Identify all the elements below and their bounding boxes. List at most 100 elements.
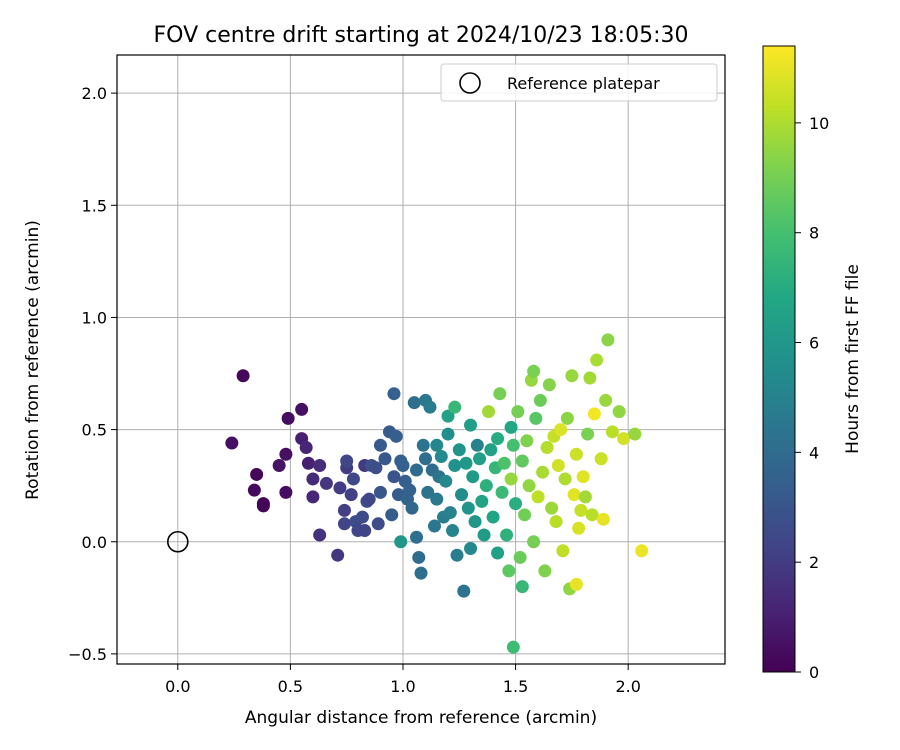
data-point-92 xyxy=(482,405,496,419)
data-point-131 xyxy=(558,472,572,486)
plot-frame xyxy=(116,54,726,665)
data-point-121 xyxy=(536,465,550,479)
data-point-94 xyxy=(486,510,500,524)
data-point-86 xyxy=(468,515,482,529)
data-point-33 xyxy=(362,492,376,506)
data-point-51 xyxy=(403,483,417,497)
data-point-36 xyxy=(371,517,385,531)
data-point-103 xyxy=(504,420,518,434)
data-point-136 xyxy=(569,447,583,461)
data-point-14 xyxy=(306,472,320,486)
data-point-19 xyxy=(331,548,345,562)
data-point-60 xyxy=(419,452,433,466)
y-tick-label-0: −0.5 xyxy=(68,645,107,664)
data-point-155 xyxy=(635,544,649,558)
colorbar-tick-label-4: 8 xyxy=(809,224,819,243)
data-point-74 xyxy=(446,524,460,538)
data-point-128 xyxy=(551,458,565,472)
data-point-24 xyxy=(340,454,354,468)
data-point-91 xyxy=(479,479,493,493)
data-point-119 xyxy=(531,490,545,504)
data-point-88 xyxy=(473,452,487,466)
data-point-154 xyxy=(628,427,642,441)
data-point-9 xyxy=(279,485,293,499)
data-point-15 xyxy=(306,490,320,504)
data-point-56 xyxy=(412,550,426,564)
data-point-124 xyxy=(542,378,556,392)
data-point-79 xyxy=(455,488,469,502)
data-point-55 xyxy=(409,530,423,544)
data-point-10 xyxy=(295,402,309,416)
data-point-96 xyxy=(491,546,505,560)
data-point-31 xyxy=(358,524,372,538)
data-point-81 xyxy=(459,456,473,470)
data-points xyxy=(225,333,649,654)
data-point-97 xyxy=(491,432,505,446)
x-axis-ticks: 0.0 0.5 1.0 1.5 2.0 xyxy=(165,664,641,696)
data-point-106 xyxy=(506,640,520,654)
data-point-140 xyxy=(576,470,590,484)
x-tick-label-1: 0.5 xyxy=(278,677,303,696)
data-point-48 xyxy=(396,458,410,472)
colorbar-tick-label-5: 10 xyxy=(809,114,829,133)
data-point-98 xyxy=(493,387,507,401)
data-point-68 xyxy=(434,450,448,464)
data-point-114 xyxy=(522,479,536,493)
data-point-73 xyxy=(443,506,457,520)
data-point-65 xyxy=(430,438,444,452)
colorbar-tick-label-1: 2 xyxy=(809,553,819,572)
data-point-135 xyxy=(567,488,581,502)
data-point-0 xyxy=(236,369,250,383)
data-point-117 xyxy=(527,535,541,549)
data-point-125 xyxy=(545,501,559,515)
data-point-99 xyxy=(495,485,509,499)
colorbar-tick-label-0: 0 xyxy=(809,663,819,682)
data-point-142 xyxy=(581,427,595,441)
data-point-111 xyxy=(515,580,529,594)
data-point-61 xyxy=(421,485,435,499)
legend-box xyxy=(440,63,718,102)
data-point-102 xyxy=(502,564,516,578)
data-point-21 xyxy=(337,503,351,517)
data-point-100 xyxy=(497,456,511,470)
data-point-80 xyxy=(457,584,471,598)
data-point-138 xyxy=(572,521,586,535)
data-point-57 xyxy=(414,566,428,580)
data-point-42 xyxy=(387,387,401,401)
data-point-147 xyxy=(594,452,608,466)
data-point-149 xyxy=(599,393,613,407)
data-point-71 xyxy=(441,427,455,441)
data-point-113 xyxy=(520,434,534,448)
data-point-134 xyxy=(565,369,579,383)
data-point-54 xyxy=(409,463,423,477)
legend-label-reference: Reference platepar xyxy=(507,74,660,93)
data-point-82 xyxy=(461,501,475,515)
data-point-13 xyxy=(301,456,315,470)
data-point-109 xyxy=(513,550,527,564)
data-point-129 xyxy=(554,423,568,437)
data-point-89 xyxy=(475,494,489,508)
y-tick-label-3: 1.0 xyxy=(82,308,107,327)
data-point-148 xyxy=(596,512,610,526)
data-point-85 xyxy=(466,470,480,484)
data-point-39 xyxy=(378,452,392,466)
data-point-52 xyxy=(405,501,419,515)
colorbar-ticks: 0 2 4 6 8 10 xyxy=(795,114,829,682)
data-point-104 xyxy=(504,472,518,486)
y-axis-ticks: −0.5 0.0 0.5 1.0 1.5 2.0 xyxy=(68,84,117,664)
legend: Reference platepar xyxy=(440,63,718,102)
data-point-145 xyxy=(587,407,601,421)
data-point-101 xyxy=(500,528,514,542)
data-point-123 xyxy=(540,441,554,455)
data-point-70 xyxy=(439,474,453,488)
data-point-16 xyxy=(313,458,327,472)
data-point-90 xyxy=(477,528,491,542)
data-point-35 xyxy=(369,461,383,475)
data-point-58 xyxy=(416,438,430,452)
data-point-107 xyxy=(509,497,523,511)
grid-lines xyxy=(117,55,725,664)
data-point-1 xyxy=(225,436,239,450)
x-tick-label-0: 0.0 xyxy=(165,677,190,696)
data-point-153 xyxy=(617,432,631,446)
